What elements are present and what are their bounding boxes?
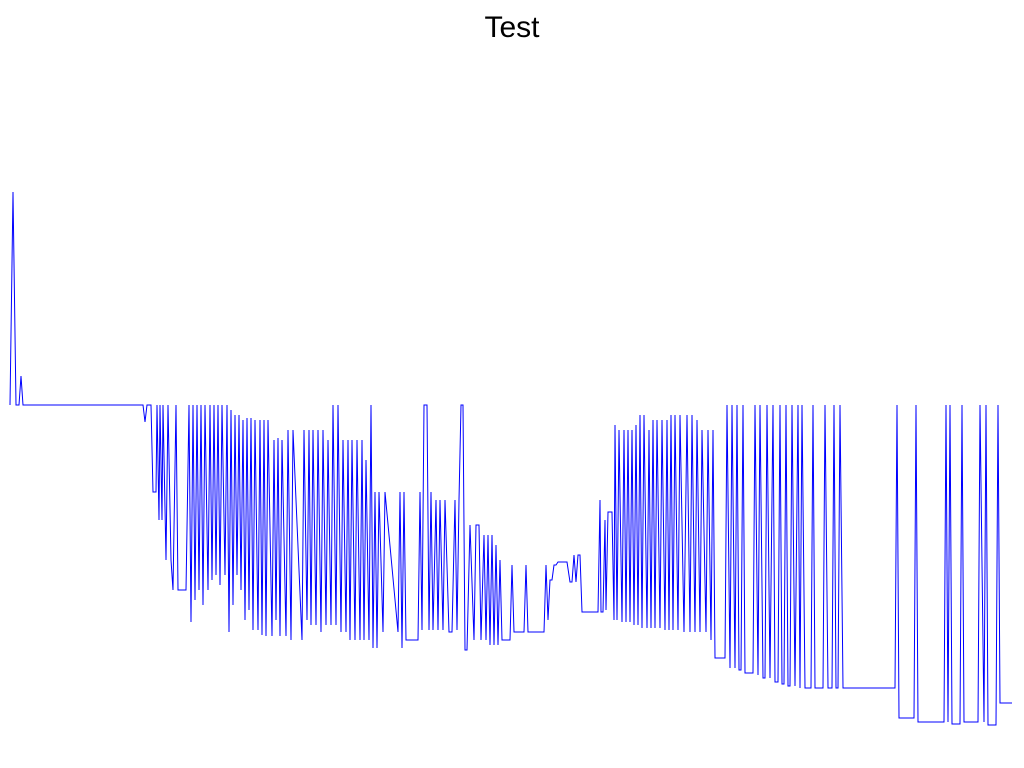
data-line bbox=[9, 191, 1012, 726]
chart-title: Test bbox=[484, 11, 540, 44]
